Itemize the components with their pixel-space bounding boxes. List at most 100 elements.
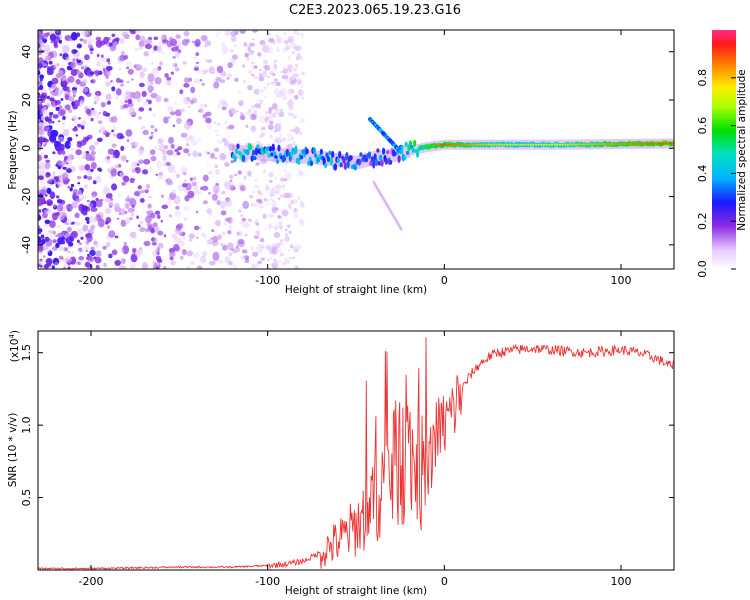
spectral-noise-blob (248, 219, 253, 223)
spectral-noise-dot (256, 89, 259, 92)
ridge-core (453, 143, 456, 146)
spectral-noise-blob (282, 187, 286, 191)
spectral-noise-blob (72, 127, 78, 132)
spectral-noise-blob (44, 63, 48, 67)
spectral-noise-blob (100, 198, 104, 202)
spectral-noise-blob (82, 65, 87, 70)
ridge-halo (416, 144, 418, 155)
spectral-noise-blob (221, 231, 226, 236)
spectral-noise-blob (206, 124, 213, 130)
spectrogram-frame (37, 29, 675, 270)
spectral-noise-blob (286, 224, 291, 228)
ridge-core (450, 143, 453, 146)
spectral-noise-blob (45, 258, 53, 265)
spectral-noise-blob (100, 101, 106, 108)
spectral-noise-blob (73, 100, 80, 107)
spectral-noise-blob (275, 184, 282, 190)
spectral-noise-blob (232, 187, 236, 190)
spectral-noise-blob (85, 153, 92, 162)
spectral-noise-blob (96, 53, 100, 58)
spectral-noise-blob (125, 198, 130, 202)
spectral-noise-blob (194, 225, 200, 231)
spectral-noise-blob (103, 36, 110, 45)
spectral-noise-blob (211, 239, 219, 247)
spectral-noise-blob (299, 118, 306, 123)
spectral-noise-dot (283, 32, 287, 35)
spectral-noise-blob (211, 193, 218, 201)
spectral-noise-blob (133, 96, 137, 100)
spectral-noise-blob (198, 108, 202, 113)
spectral-noise-blob (77, 175, 82, 180)
spectral-noise-blob (214, 164, 218, 169)
spectral-noise-blob (199, 103, 206, 109)
spectral-noise-blob (279, 239, 284, 243)
spectral-noise-blob (244, 233, 248, 237)
ridge-segment (397, 155, 401, 164)
spectral-noise-blob (117, 192, 121, 198)
spectral-noise-blob (55, 106, 60, 111)
spectral-noise-blob (119, 154, 124, 160)
spectral-noise-blob (161, 51, 165, 54)
ridge-segment (274, 155, 278, 159)
spectral-noise-blob (217, 123, 221, 126)
spectral-noise-blob (110, 80, 113, 83)
spectral-noise-blob (215, 133, 220, 137)
spectral-noise-blob (131, 144, 136, 149)
spectral-noise-blob (166, 76, 172, 81)
spectral-noise-blob (215, 169, 220, 175)
spectral-noise-blob (60, 43, 64, 48)
spectral-noise-blob (161, 149, 168, 155)
spectral-noise-blob (177, 230, 184, 236)
spectral-noise-blob (78, 246, 85, 255)
spectral-noise-dot (285, 210, 288, 213)
spectral-noise-blob (201, 232, 205, 237)
spectral-noise-blob (157, 173, 164, 181)
ridge-segment (266, 146, 270, 151)
spectral-noise-dot (273, 259, 277, 263)
spectral-noise-blob (181, 38, 189, 46)
spectral-noise-blob (49, 220, 56, 229)
ridge-core (604, 143, 607, 146)
spectral-noise-blob (38, 80, 43, 86)
spectral-noise-blob (51, 83, 56, 89)
spectral-noise-blob (130, 142, 134, 145)
spectral-noise-dot (284, 68, 288, 73)
spectral-noise-blob (77, 123, 82, 128)
spectral-noise-blob (42, 255, 46, 258)
ridge-core (646, 142, 649, 145)
spectral-noise-blob (41, 41, 45, 45)
spectral-noise-blob (200, 35, 208, 41)
spectral-noise-blob (99, 126, 106, 134)
ridge-core (633, 142, 636, 145)
spectral-noise-blob (293, 126, 301, 135)
spectral-noise-blob (80, 99, 84, 104)
spectral-noise-dot (251, 86, 253, 89)
ridge-core (627, 142, 631, 145)
spectral-noise-blob (224, 120, 228, 125)
spectral-noise-blob (261, 126, 266, 131)
spectral-noise-blob (129, 165, 135, 171)
spectral-noise-blob (186, 265, 191, 269)
spectral-noise-blob (273, 87, 280, 96)
spectral-noise-blob (45, 194, 48, 197)
spectral-noise-blob (86, 234, 93, 243)
spectral-noise-blob (210, 237, 213, 240)
spectral-noise-blob (278, 249, 282, 253)
spectral-noise-blob (239, 116, 246, 121)
ridge-core (508, 143, 511, 146)
ridge-segment (365, 156, 369, 163)
spectral-noise-blob (48, 229, 53, 234)
ridge-core (569, 143, 572, 146)
spectral-noise-blob (236, 110, 239, 113)
spectral-noise-blob (100, 56, 107, 63)
spectral-noise-blob (254, 184, 260, 190)
spectral-noise-blob (107, 168, 111, 173)
spectral-noise-blob (151, 213, 156, 219)
ridge-segment (367, 151, 371, 159)
spectral-noise-blob (120, 51, 126, 56)
ridge-halo (276, 147, 278, 162)
spectral-noise-blob (48, 121, 52, 124)
spectral-noise-blob (236, 230, 243, 237)
ridge-halo (242, 145, 244, 160)
